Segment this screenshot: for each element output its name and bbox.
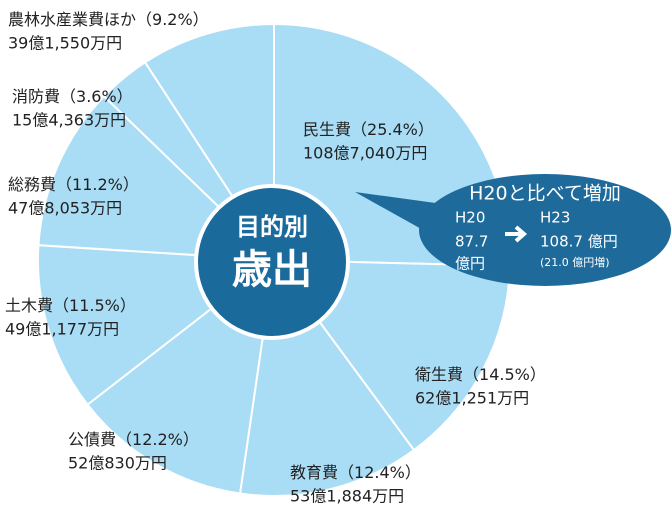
slice-label: 土木費（11.5%） [5, 296, 136, 315]
from-label: H20 [455, 209, 485, 227]
to-value: 108.7 億円 [540, 233, 618, 251]
percent-label: （11.2%） [56, 175, 139, 194]
amount-label: 53億1,884万円 [290, 487, 404, 506]
to-note: (21.0 億円増) [540, 256, 610, 269]
callout-title: H20と比べて増加 [469, 183, 621, 205]
amount-label: 52億830万円 [68, 454, 167, 473]
amount-label: 62億1,251万円 [415, 389, 529, 408]
slice-label: 民生費（25.4%） [303, 120, 434, 139]
percent-label: （12.4%） [338, 463, 421, 482]
amount-label: 39億1,550万円 [8, 34, 122, 53]
to-label: H23 [540, 209, 570, 227]
category-name: 民生費 [303, 120, 351, 139]
category-name: 土木費 [5, 296, 53, 315]
percent-label: （25.4%） [351, 120, 434, 139]
slice-label: 消防費（3.6%） [12, 87, 133, 106]
slice-label: 教育費（12.4%） [290, 463, 421, 482]
slice-label: 総務費（11.2%） [8, 175, 139, 194]
percent-label: （3.6%） [60, 87, 133, 106]
slice-label: 農林水産業費ほか（9.2%） [8, 10, 209, 29]
category-name: 教育費 [290, 463, 338, 482]
percent-label: （14.5%） [463, 365, 546, 384]
from-unit: 億円 [455, 255, 485, 273]
amount-label: 49億1,177万円 [5, 320, 119, 339]
center-circle [194, 184, 350, 340]
category-name: 衛生費 [415, 365, 463, 384]
category-name: 消防費 [12, 87, 60, 106]
arrow [505, 225, 528, 243]
from-value: 87.7 [455, 233, 488, 251]
amount-label: 47億8,053万円 [8, 199, 122, 218]
amount-label: 108億7,040万円 [303, 144, 427, 163]
amount-label: 15億4,363万円 [12, 111, 126, 130]
percent-label: （11.5%） [53, 296, 136, 315]
percent-label: （9.2%） [136, 10, 209, 29]
callout [419, 174, 671, 286]
slice-label: 衛生費（14.5%） [415, 365, 546, 384]
category-name: 農林水産業費ほか [8, 10, 136, 29]
category-name: 公債費 [68, 430, 116, 449]
center-line2: 歳出 [232, 247, 312, 293]
center-line1: 目的別 [236, 213, 308, 241]
slice-label: 公債費（12.2%） [68, 430, 199, 449]
percent-label: （12.2%） [116, 430, 199, 449]
category-name: 総務費 [8, 175, 56, 194]
